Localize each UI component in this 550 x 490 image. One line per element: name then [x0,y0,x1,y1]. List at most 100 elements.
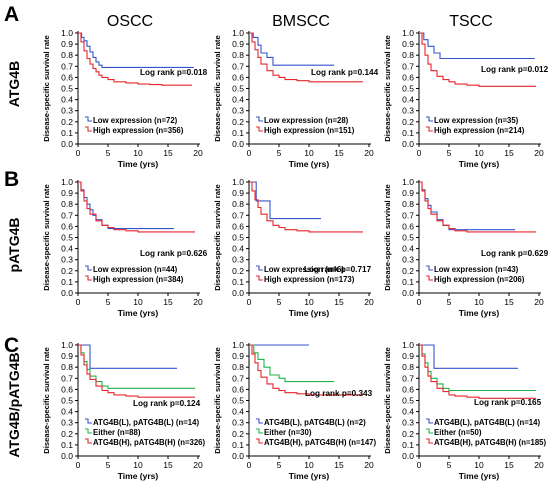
y-tick-label: 0.7 [61,210,73,220]
y-tick-label: 0.9 [61,39,73,49]
survival-curve-green [419,344,536,392]
legend-label: Either (n=88) [93,428,141,437]
y-tick-label: 0.5 [61,233,73,243]
y-tick-label: 1.0 [61,28,73,38]
y-tick-label: 0.8 [232,50,244,60]
x-tick-label: 0 [417,460,422,470]
y-tick-label: 0.4 [61,407,73,417]
y-tick-label: 0.0 [61,288,73,298]
km-panel: 0.00.10.20.30.40.5 0.60.70.80.91.0 0 5 10 15 2… [383,28,549,169]
y-tick-label: 0.7 [61,61,73,71]
legend-swatch-blue [426,418,433,424]
y-tick-label: 0.2 [402,266,414,276]
x-tick-label: 15 [334,148,344,158]
y-tick-label: 0.4 [402,407,414,417]
y-tick-label: 0.0 [402,451,414,461]
x-tick-label: 0 [247,460,252,470]
y-tick-label: 0.2 [61,117,73,127]
y-tick-label: 0.4 [61,95,73,105]
x-axis-title: Time (yrs) [289,471,330,481]
legend-swatch-blue [85,418,92,424]
y-axis-title: Disease-specific survival rate [213,184,222,290]
y-tick-label: 1.0 [232,340,244,350]
legend-swatch-red [85,126,92,132]
log-rank-annotation: Log rank p=0.717 [304,265,372,274]
panel-letter-b: B [4,168,19,191]
legend-label: High expression (n=356) [93,126,184,135]
x-tick-label: 5 [106,148,111,158]
y-tick-label: 0.7 [61,373,73,383]
y-tick-label: 0.1 [232,440,244,450]
y-tick-label: 0.2 [61,429,73,439]
x-tick-label: 5 [447,148,452,158]
x-tick-label: 10 [133,297,143,307]
survival-curve-red [419,344,536,399]
y-tick-label: 0.9 [61,351,73,361]
y-tick-label: 0.4 [402,244,414,254]
y-tick-label: 1.0 [402,340,414,350]
y-tick-label: 1.0 [61,340,73,350]
x-tick-label: 15 [504,148,514,158]
y-tick-label: 0.3 [61,106,73,116]
x-tick-label: 20 [193,297,203,307]
km-plots: 0.00.10.20.30.40.50.60.70.80.91.00 5 10 15 2… [42,28,549,481]
log-rank-annotation: Log rank p=0.343 [305,389,373,398]
x-tick-label: 15 [504,460,514,470]
y-tick-label: 0.8 [61,50,73,60]
y-tick-label: 0.9 [61,188,73,198]
y-tick-label: 0.2 [402,117,414,127]
legend-label: Low expression (n=72) [93,116,178,125]
km-panel: 0.00.10.20.30.40.5 0.60.70.80.91.0 0 5 10 15 2… [42,28,208,169]
row-label-atg4b: ATG4B [6,61,22,107]
x-tick-label: 20 [193,460,203,470]
x-tick-label: 15 [163,460,173,470]
x-tick-label: 5 [277,460,282,470]
legend-swatch-red [85,275,92,281]
legend-label: Low expression (n=6) [264,265,344,274]
x-axis-title: Time (yrs) [459,308,500,318]
survival-curve-green [249,344,335,383]
x-axis-title: Time (yrs) [118,308,159,318]
x-tick-label: 10 [304,297,314,307]
legend-swatch-green [85,428,92,434]
y-tick-label: 0.8 [232,362,244,372]
y-tick-label: 0.6 [402,221,414,231]
survival-curve-red [419,181,536,233]
y-axis-title: Disease-specific survival rate [42,347,51,453]
y-tick-label: 0.9 [402,351,414,361]
y-tick-label: 0.1 [232,277,244,287]
y-tick-label: 0.2 [232,117,244,127]
y-tick-label: 1.0 [232,28,244,38]
y-tick-label: 0.8 [61,362,73,372]
y-tick-label: 0.8 [402,50,414,60]
x-tick-label: 20 [364,297,374,307]
legend-swatch-red [426,275,433,281]
y-tick-label: 0.7 [232,61,244,71]
y-tick-label: 0.4 [232,244,244,254]
x-tick-label: 10 [133,148,143,158]
y-tick-label: 0.8 [402,199,414,209]
y-axis-title: Disease-specific survival rate [383,347,392,453]
y-tick-label: 0.0 [402,139,414,149]
y-axis-title: Disease-specific survival rate [383,35,392,141]
legend-label: High expression (n=214) [434,126,525,135]
survival-curve-blue [249,181,321,220]
x-axis-title: Time (yrs) [118,471,159,481]
y-tick-label: 0.2 [402,429,414,439]
x-tick-label: 0 [76,148,81,158]
x-tick-label: 10 [133,460,143,470]
y-tick-label: 0.9 [402,39,414,49]
y-tick-label: 0.1 [402,440,414,450]
x-tick-label: 20 [193,148,203,158]
y-tick-label: 0.0 [232,288,244,298]
legend-swatch-green [256,428,263,434]
survival-curve-blue [419,181,515,231]
survival-curve-blue [419,344,518,369]
legend-label: ATG4B(H), pATG4B(H) (n=326) [93,438,206,447]
legend-swatch-red [426,126,433,132]
km-panel: 0.00.10.20.30.40.5 0.60.70.80.91.0 0 5 10 15 2… [383,177,549,318]
y-tick-label: 0.8 [232,199,244,209]
y-tick-label: 1.0 [61,177,73,187]
x-tick-label: 15 [504,297,514,307]
survival-curve-red [419,32,536,87]
